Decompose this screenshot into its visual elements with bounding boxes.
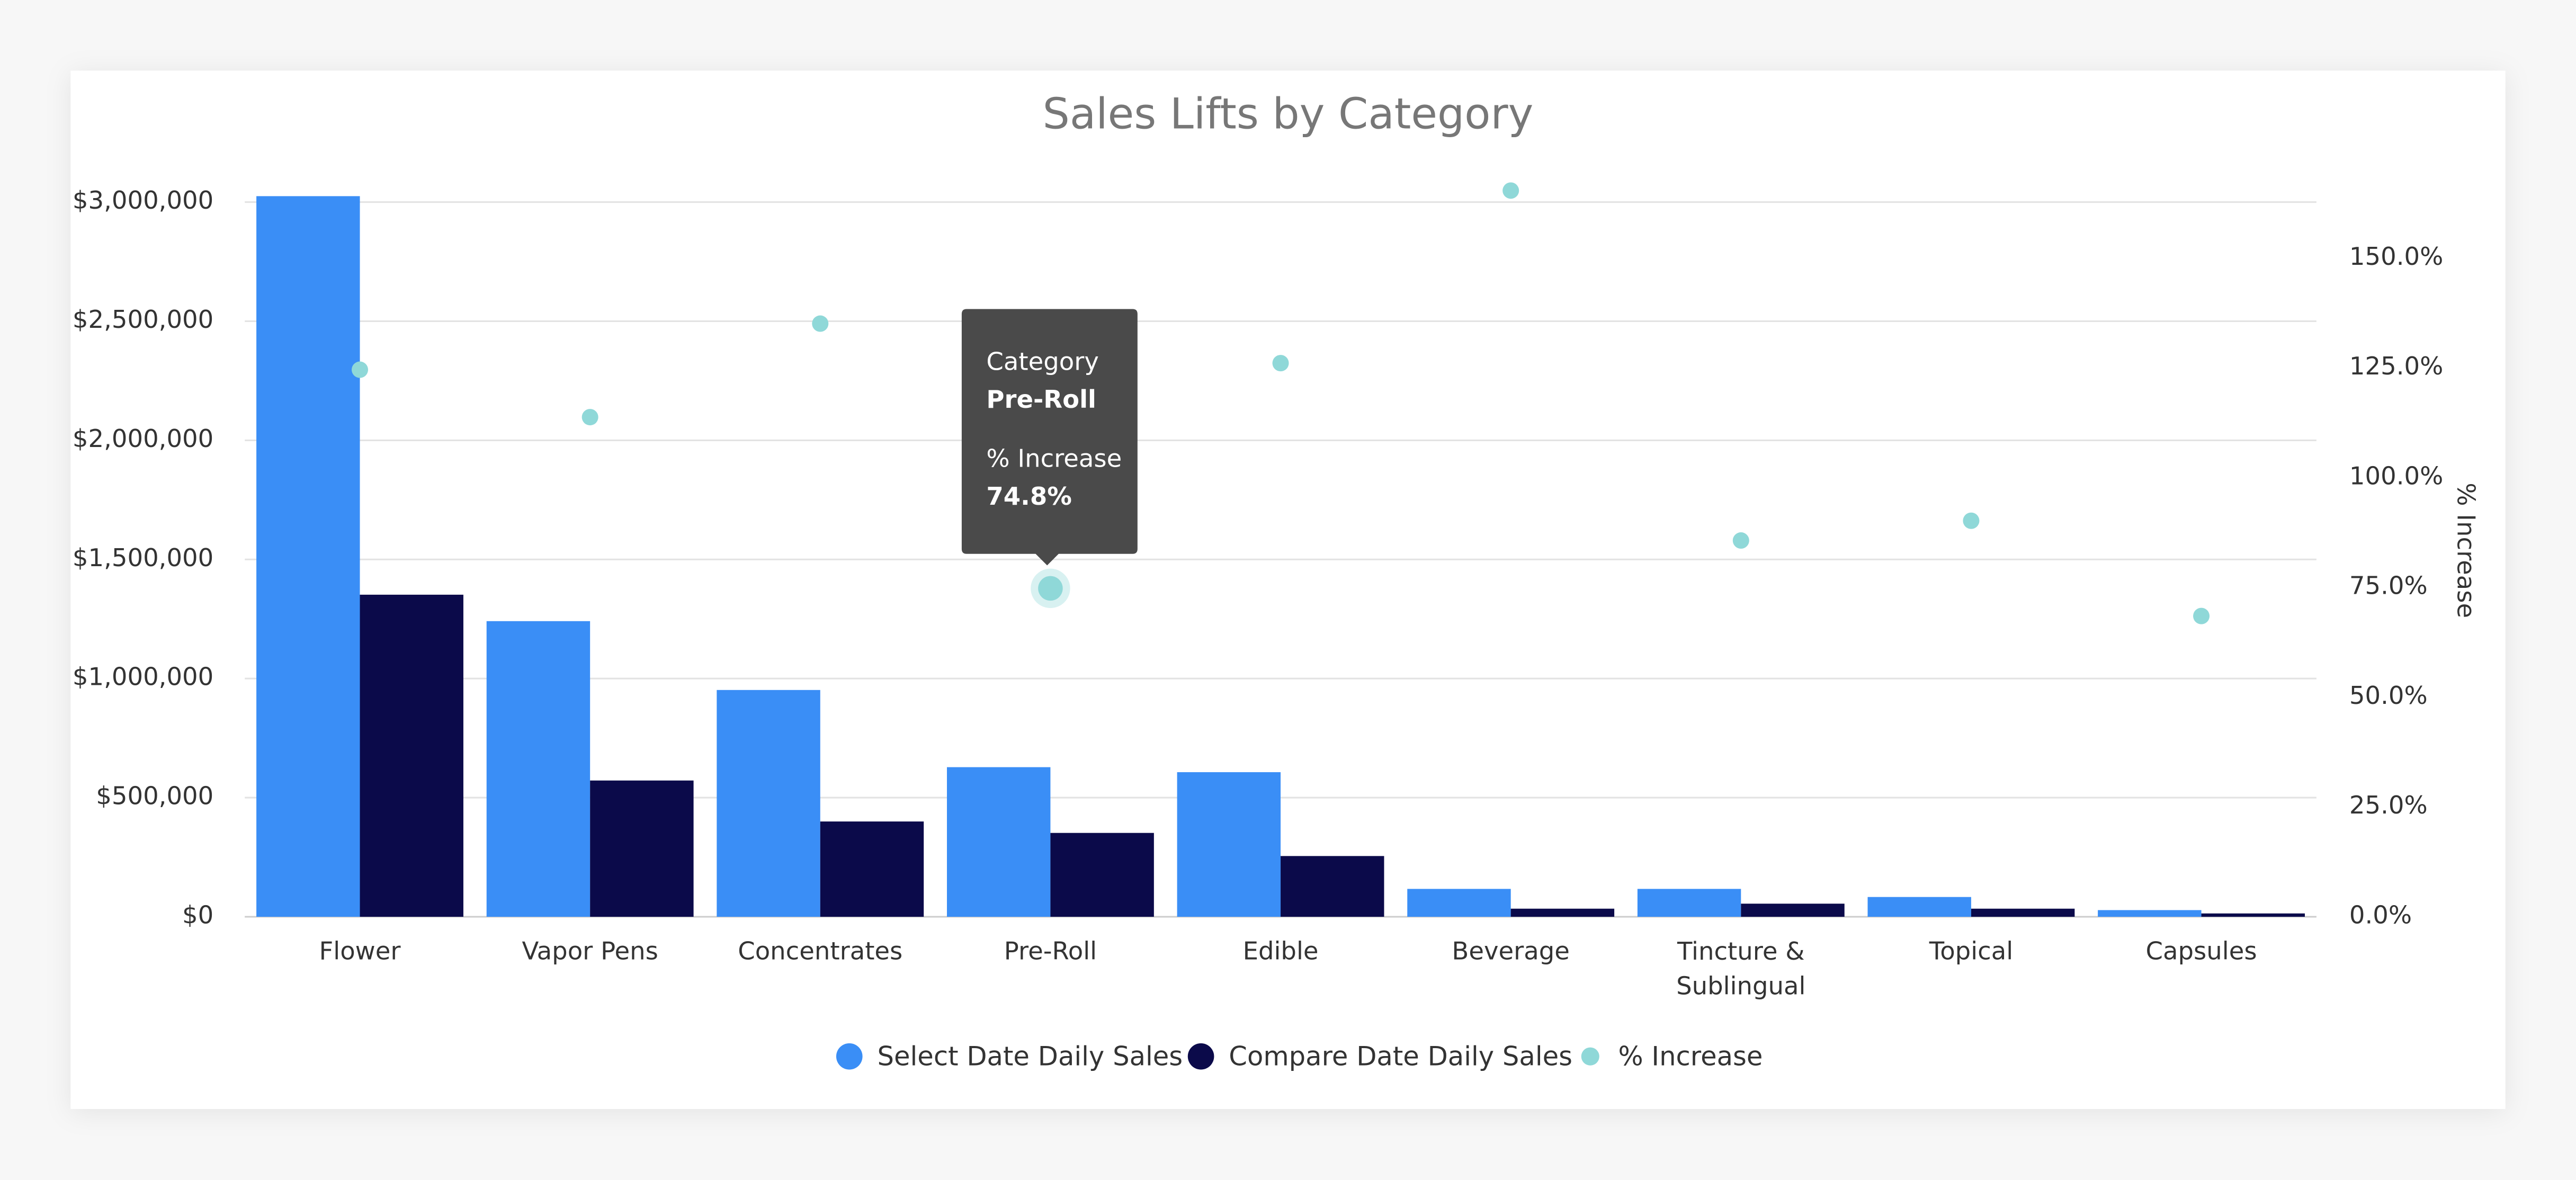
tooltip-box xyxy=(961,309,1138,566)
y-tick-label: $1,500,000 xyxy=(73,543,213,572)
y2-tick-label: 25.0% xyxy=(2349,791,2428,819)
dot xyxy=(352,361,369,378)
bar xyxy=(486,621,591,917)
y2-tick-label: 100.0% xyxy=(2349,462,2443,490)
x-tick-label: Pre-Roll xyxy=(1004,937,1097,966)
card xyxy=(70,70,2506,1109)
legend-marker xyxy=(836,1043,863,1070)
x-tick-label: Edible xyxy=(1243,937,1319,966)
dot xyxy=(1502,182,1519,199)
x-tick-label: Topical xyxy=(1929,937,2013,966)
y2-tick-label: 150.0% xyxy=(2349,242,2443,271)
bar xyxy=(2098,910,2202,917)
tooltip-heading: Category xyxy=(986,347,1098,376)
y-tick-label: $0 xyxy=(182,900,213,929)
x-tick-label: Vapor Pens xyxy=(522,937,658,966)
bar xyxy=(1281,856,1384,917)
dot xyxy=(1272,355,1289,372)
dot xyxy=(2193,607,2210,624)
bar xyxy=(590,780,694,917)
bar xyxy=(946,767,1051,917)
legend-marker xyxy=(1581,1047,1599,1066)
x-tick-label: Capsules xyxy=(2146,937,2257,966)
y-tick-label: $1,000,000 xyxy=(73,663,213,691)
dot xyxy=(1732,532,1749,549)
legend-label: % Increase xyxy=(1618,1041,1763,1071)
legend-marker xyxy=(1187,1043,1214,1070)
bar xyxy=(717,690,820,917)
bar xyxy=(1407,889,1511,917)
tooltip-series: % Increase xyxy=(986,444,1122,472)
dot xyxy=(1963,512,1980,529)
y2-tick-label: 50.0% xyxy=(2349,681,2428,710)
bar xyxy=(1177,772,1281,917)
y2-tick-label: 125.0% xyxy=(2349,352,2443,380)
legend-label: Select Date Daily Sales xyxy=(877,1041,1183,1071)
y-tick-label: $3,000,000 xyxy=(73,186,213,214)
x-tick-label: Tincture & Sublingual xyxy=(1676,937,1805,1000)
bar xyxy=(820,821,924,917)
dot xyxy=(582,409,598,426)
dot xyxy=(1038,576,1063,601)
x-tick-label: Flower xyxy=(319,937,401,966)
bar xyxy=(360,594,463,917)
x-tick-label: Beverage xyxy=(1452,937,1569,966)
bar xyxy=(1867,897,1971,917)
bar xyxy=(1510,908,1615,917)
y2-tick-label: 0.0% xyxy=(2349,900,2412,929)
y2-axis-label: % Increase xyxy=(2452,482,2481,618)
legend-label: Compare Date Daily Sales xyxy=(1229,1041,1572,1071)
dot xyxy=(812,315,829,332)
bar xyxy=(2201,913,2305,917)
y-tick-label: $2,500,000 xyxy=(73,305,213,334)
y2-tick-label: 75.0% xyxy=(2349,571,2428,600)
bar xyxy=(1637,889,1741,917)
y-tick-label: $2,000,000 xyxy=(73,424,213,453)
tooltip-category: Pre-Roll xyxy=(986,385,1096,414)
tooltip: Category Pre-Roll % Increase 74.8% xyxy=(961,309,1138,566)
y-tick-label: $500,000 xyxy=(96,782,213,810)
bar xyxy=(1741,904,1845,917)
x-tick-label: Concentrates xyxy=(738,937,902,966)
bar xyxy=(1050,833,1154,917)
tooltip-value: 74.8% xyxy=(986,482,1071,511)
bar xyxy=(256,196,360,917)
chart-title: Sales Lifts by Category xyxy=(1043,89,1534,139)
bar xyxy=(1971,908,2075,917)
